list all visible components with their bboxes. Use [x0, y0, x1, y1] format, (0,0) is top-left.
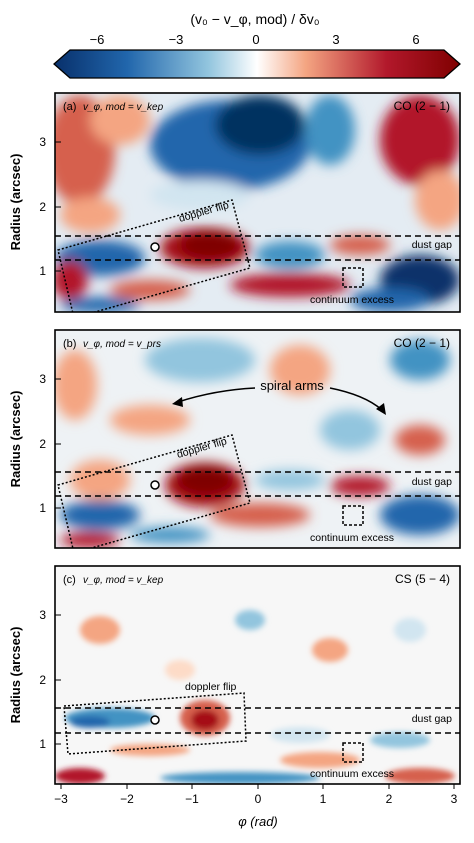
x-tick-label: 0	[255, 792, 262, 806]
y-tick-label: 2	[39, 673, 46, 687]
panel-c-label: (c)	[63, 574, 76, 586]
panel-b-dust-gap: dust gap	[412, 476, 452, 488]
panel-b-line: CO (2 − 1)	[394, 336, 450, 350]
y-tick-label: 3	[39, 372, 46, 386]
panel-a-frame	[54, 92, 461, 313]
colorbar-tick: −3	[169, 32, 184, 47]
colorbar-ticks: −6 −3 0 3 6	[90, 32, 420, 47]
x-axis-label: φ (rad)	[238, 814, 278, 829]
panel-c-model: v_φ, mod = v_kep	[83, 575, 164, 586]
colorbar-tick: 6	[412, 32, 419, 47]
panel-c-map	[55, 566, 460, 784]
y-tick-label: 2	[39, 437, 46, 451]
x-axis: −3 −2 −1 0 1 2 3 φ (rad)	[54, 784, 458, 829]
panel-a-map	[55, 93, 460, 312]
x-tick-label: −2	[120, 792, 134, 806]
y-tick-label: 1	[39, 737, 46, 751]
panel-b-continuum-excess: continuum excess	[310, 532, 394, 544]
panel-b-map	[55, 330, 460, 548]
y-axis-c: Radius (arcsec) 3 2 1	[8, 608, 61, 751]
y-axis-label: Radius (arcsec)	[8, 154, 23, 251]
colorbar-tick: 3	[332, 32, 339, 47]
panel-c-continuum-excess: continuum excess	[310, 768, 394, 780]
x-tick-label: 2	[386, 792, 393, 806]
panel-b-spiral-arms: spiral arms	[260, 378, 324, 393]
panel-a-dust-gap: dust gap	[412, 239, 452, 251]
panel-b-frame	[54, 329, 461, 549]
panel-b-model: v_φ, mod = v_prs	[83, 339, 161, 350]
panel-a-continuum-excess: continuum excess	[310, 294, 394, 306]
y-tick-label: 2	[39, 200, 46, 214]
y-tick-label: 3	[39, 608, 46, 622]
panel-b-label: (b)	[63, 338, 76, 350]
y-tick-label: 3	[39, 135, 46, 149]
colorbar	[53, 49, 461, 79]
y-axis-b: Radius (arcsec) 3 2 1	[8, 372, 61, 515]
colorbar-tick: 0	[252, 32, 259, 47]
x-tick-label: −3	[54, 792, 68, 806]
y-tick-label: 1	[39, 501, 46, 515]
panel-a-model: v_φ, mod = v_kep	[83, 102, 164, 113]
panel-c-dust-gap: dust gap	[412, 713, 452, 725]
y-tick-label: 1	[39, 264, 46, 278]
panel-a-label: (a)	[63, 101, 76, 113]
y-axis-label: Radius (arcsec)	[8, 391, 23, 488]
y-axis-a: Radius (arcsec) 3 2 1	[8, 135, 61, 278]
x-tick-label: 1	[320, 792, 327, 806]
x-tick-label: −1	[185, 792, 199, 806]
x-tick-label: 3	[451, 792, 458, 806]
colorbar-tick: −6	[90, 32, 105, 47]
panel-c-doppler-flip: doppler flip	[185, 681, 237, 693]
panel-a-line: CO (2 − 1)	[394, 99, 450, 113]
colorbar-title: (v₀ − v_φ, mod) / δv₀	[190, 11, 319, 27]
panel-c-line: CS (5 − 4)	[395, 572, 450, 586]
y-axis-label: Radius (arcsec)	[8, 627, 23, 724]
